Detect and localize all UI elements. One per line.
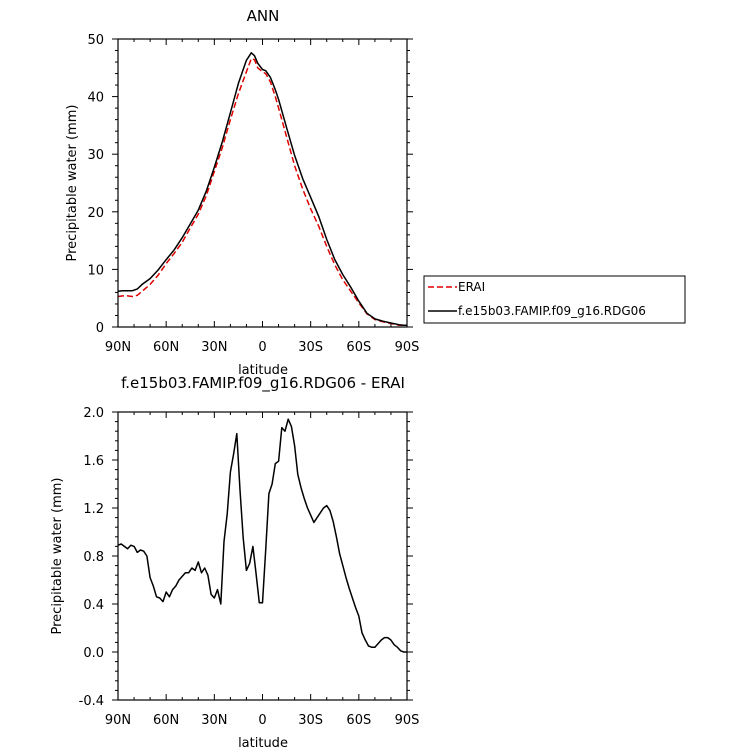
x-axis-label: latitude bbox=[238, 736, 288, 751]
plot-frame bbox=[117, 411, 408, 701]
legend: ERAI f.e15b03.FAMIP.f09_g16.RDG06 bbox=[423, 275, 686, 324]
y-tick-label: 0 bbox=[96, 321, 104, 336]
x-tick-label: 30S bbox=[298, 713, 323, 728]
x-tick-label: 90N bbox=[105, 340, 131, 355]
panel-top: ANN 90N 60N 30N 0 30S 60S 90S 0 10 20 30 40 50 latit… bbox=[65, 7, 419, 378]
y-tick-label: 0.4 bbox=[83, 598, 104, 613]
y-tick-label: 50 bbox=[87, 33, 104, 48]
plot-frame bbox=[117, 38, 408, 328]
series-layer bbox=[117, 418, 407, 653]
legend-label-model: f.e15b03.FAMIP.f09_g16.RDG06 bbox=[458, 304, 646, 318]
tick-layer: 90N 60N 30N 0 30S 60S 90S 0 10 20 30 40 50 bbox=[87, 33, 419, 355]
x-tick-label: 30N bbox=[201, 713, 227, 728]
y-tick-label: 40 bbox=[87, 91, 104, 106]
y-tick-label: 0.8 bbox=[83, 550, 104, 565]
legend-box bbox=[423, 275, 686, 324]
chart-title: f.e15b03.FAMIP.f09_g16.RDG06 - ERAI bbox=[121, 374, 405, 393]
series-line-erai bbox=[117, 57, 407, 327]
y-tick-label: -0.4 bbox=[79, 694, 104, 709]
x-axis-label: latitude bbox=[238, 363, 288, 378]
y-tick-label: 20 bbox=[87, 206, 104, 221]
y-tick-label: 1.2 bbox=[83, 502, 104, 517]
series-line-difference bbox=[117, 418, 407, 653]
series-line-f-e15b03-famip-f09-g16-rdg06 bbox=[117, 52, 407, 327]
x-tick-label: 60S bbox=[346, 713, 371, 728]
y-tick-label: 10 bbox=[87, 263, 104, 278]
x-tick-label: 90S bbox=[395, 340, 420, 355]
chart-title: ANN bbox=[247, 7, 280, 25]
x-tick-label: 90S bbox=[395, 713, 420, 728]
y-axis-label: Precipitable water (mm) bbox=[65, 105, 80, 262]
x-tick-label: 90N bbox=[105, 713, 131, 728]
x-tick-label: 60N bbox=[153, 713, 179, 728]
y-tick-label: 30 bbox=[87, 148, 104, 163]
y-tick-label: 0.0 bbox=[83, 646, 104, 661]
y-tick-label: 1.6 bbox=[83, 454, 104, 469]
legend-label-erai: ERAI bbox=[458, 280, 485, 294]
x-tick-label: 30S bbox=[298, 340, 323, 355]
y-tick-label: 2.0 bbox=[83, 406, 104, 421]
x-tick-label: 0 bbox=[258, 340, 266, 355]
series-layer bbox=[117, 52, 407, 327]
x-tick-label: 30N bbox=[201, 340, 227, 355]
panel-bottom: f.e15b03.FAMIP.f09_g16.RDG06 - ERAI 90N 6… bbox=[50, 374, 419, 751]
x-tick-label: 60N bbox=[153, 340, 179, 355]
x-tick-label: 60S bbox=[346, 340, 371, 355]
x-tick-label: 0 bbox=[258, 713, 266, 728]
y-axis-label: Precipitable water (mm) bbox=[50, 478, 65, 635]
tick-layer: 90N 60N 30N 0 30S 60S 90S -0.4 0.0 0.4 0.8 1.2 1.6 2.… bbox=[79, 406, 420, 728]
